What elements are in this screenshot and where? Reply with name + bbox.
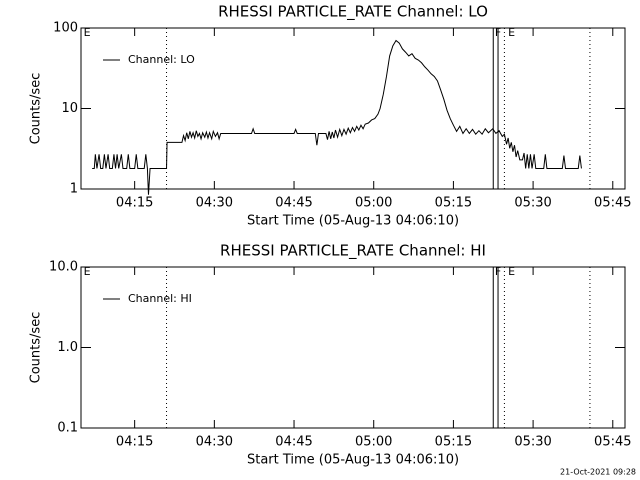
x-tick-label: 04:15 [116,196,153,211]
marker-annotation: E [84,265,91,278]
x-tick-label: 05:45 [594,196,631,211]
y-tick-label: 10 [61,101,78,116]
x-tick-label: 05:30 [514,435,551,450]
marker-annotation: E [84,26,91,39]
chart-title: RHESSI PARTICLE_RATE Channel: LO [218,3,488,22]
x-tick-label: 05:00 [355,435,392,450]
x-tick-label: 05:15 [435,196,472,211]
x-tick-label: 05:00 [355,196,392,211]
series-line [92,39,582,195]
marker-annotation: F [495,265,501,278]
y-axis-label: Counts/sec [29,312,44,384]
y-tick-label: 10.0 [49,260,78,275]
x-axis-label: Start Time (05-Aug-13 04:06:10) [247,214,459,229]
legend-label: Channel: LO [128,53,195,66]
y-axis-label: Counts/sec [29,73,44,145]
x-tick-label: 05:45 [594,435,631,450]
y-tick-label: 0.1 [57,421,78,436]
y-tick-label: 100 [53,21,78,36]
x-tick-label: 04:15 [116,435,153,450]
y-tick-label: 1.0 [57,340,78,355]
x-tick-label: 04:45 [275,435,312,450]
x-tick-label: 04:45 [275,196,312,211]
marker-annotation: E [508,265,515,278]
marker-annotation: E [508,26,515,39]
legend-label: Channel: HI [128,292,192,305]
x-tick-label: 05:30 [514,196,551,211]
x-axis-label: Start Time (05-Aug-13 04:06:10) [247,453,459,468]
x-tick-label: 05:15 [435,435,472,450]
footer-timestamp: 21-Oct-2021 09:28 [560,468,636,477]
x-tick-label: 04:30 [196,196,233,211]
x-tick-label: 04:30 [196,435,233,450]
chart-title: RHESSI PARTICLE_RATE Channel: HI [220,242,486,261]
marker-annotation: F [495,26,501,39]
y-tick-label: 1 [70,182,78,197]
